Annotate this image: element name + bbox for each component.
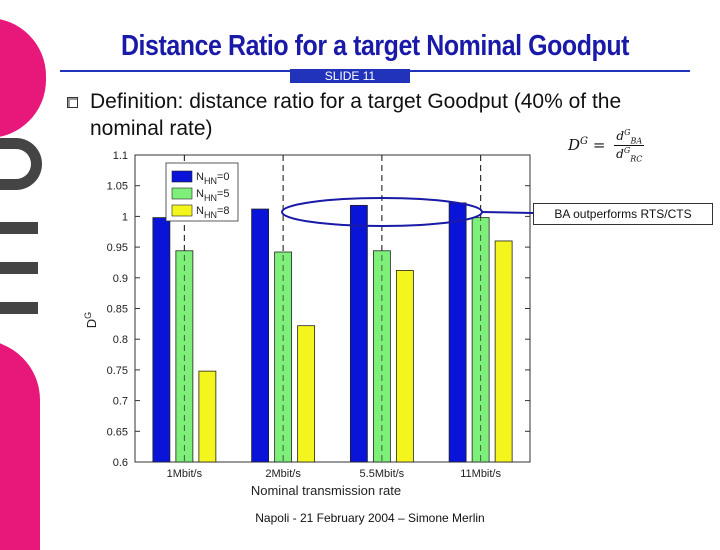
slide-number-label: SLIDE 11 xyxy=(290,69,410,83)
logo-bottom-shape xyxy=(0,340,40,550)
bullet-icon xyxy=(67,97,78,108)
bar-0-0 xyxy=(152,217,171,463)
chart-legend: NHN=0 NHN=5 NHN=8 xyxy=(165,162,239,222)
bar-0-1 xyxy=(251,208,270,463)
y-tick-label: 1 xyxy=(122,211,128,223)
logo-bar-1 xyxy=(0,222,38,234)
y-tick-label: 0.85 xyxy=(107,304,128,316)
footer-text: Napoli - 21 February 2004 – Simone Merli… xyxy=(255,511,485,525)
y-axis-title: DG xyxy=(83,312,99,328)
x-axis-title: Nominal transmission rate xyxy=(251,483,401,498)
annotation-connector xyxy=(481,211,534,214)
logo-d-shape xyxy=(0,138,42,190)
bar-2-0 xyxy=(198,370,217,463)
y-tick-label: 0.7 xyxy=(113,396,128,408)
formula-lhs-sup: G xyxy=(580,135,589,147)
logo-bar-2 xyxy=(0,262,38,274)
x-tick-label: 1Mbit/s xyxy=(167,468,203,480)
y-tick-label: 1.1 xyxy=(113,150,128,162)
svg-text:DG: DG xyxy=(83,312,99,328)
legend-swatch xyxy=(171,170,193,183)
definition-text: Definition: distance ratio for a target … xyxy=(90,90,622,140)
y-tick-label: 0.75 xyxy=(107,365,128,377)
logo-bar-3 xyxy=(0,302,38,314)
x-tick-label: 11Mbit/s xyxy=(460,468,501,480)
formula-lhs: D xyxy=(568,135,581,154)
slide-title: Distance Ratio for a target Nominal Good… xyxy=(120,30,630,62)
bar-2-3 xyxy=(494,240,513,463)
y-axis-title-main: D xyxy=(84,319,99,328)
bar-2-1 xyxy=(297,325,316,463)
distance-ratio-formula: DG = dGBA dGRC xyxy=(568,128,645,164)
y-tick-label: 0.65 xyxy=(107,426,128,438)
formula-numerator: dGBA xyxy=(614,128,645,147)
bar-0-3 xyxy=(448,202,467,463)
x-tick-label: 5.5Mbit/s xyxy=(360,468,405,480)
y-tick-label: 1.05 xyxy=(107,181,128,193)
bar-0-2 xyxy=(349,204,368,463)
formula-fraction: dGBA dGRC xyxy=(614,128,645,164)
legend-swatch xyxy=(171,187,193,200)
formula-denominator: dGRC xyxy=(616,146,643,164)
legend-label: NHN=5 xyxy=(196,188,230,203)
bar-2-2 xyxy=(395,270,414,463)
formula-equals: = xyxy=(592,135,606,154)
annotation-box: BA outperforms RTS/CTS xyxy=(533,203,713,225)
y-tick-label: 0.8 xyxy=(113,334,128,346)
legend-swatch xyxy=(171,204,193,217)
y-tick-label: 0.6 xyxy=(113,457,128,469)
legend-label: NHN=0 xyxy=(196,171,230,186)
y-tick-label: 0.9 xyxy=(113,273,128,285)
legend-label: NHN=8 xyxy=(196,205,230,220)
y-tick-label: 0.95 xyxy=(107,242,128,254)
y-axis-title-sup: G xyxy=(83,312,93,319)
x-tick-label: 2Mbit/s xyxy=(265,468,301,480)
